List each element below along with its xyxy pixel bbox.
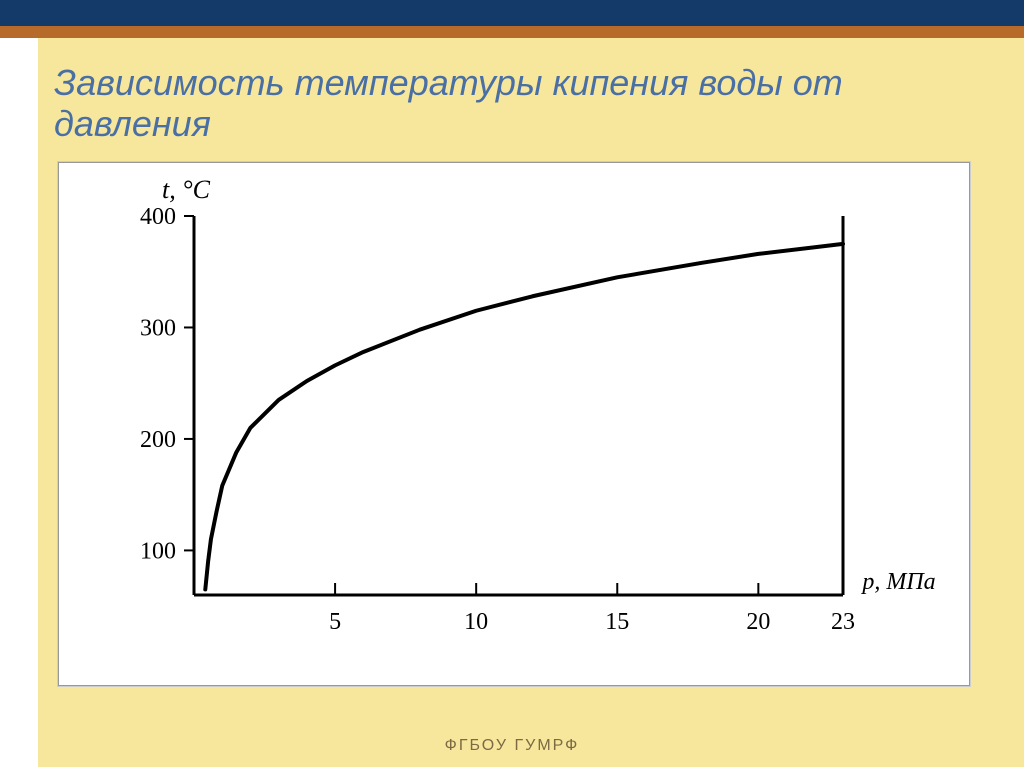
svg-text:20: 20	[746, 609, 770, 635]
svg-text:15: 15	[605, 609, 629, 635]
svg-text:400: 400	[140, 204, 176, 230]
top-navy-bar	[0, 0, 1024, 26]
svg-text:200: 200	[140, 427, 176, 453]
svg-text:5: 5	[329, 609, 341, 635]
slide: Зависимость температуры кипения воды от …	[0, 0, 1024, 767]
chart-panel: 100 200 300 400 5 10 15 20 23 t, °C p, МПа	[58, 162, 970, 686]
top-rust-bar	[0, 26, 1024, 38]
svg-text:300: 300	[140, 315, 176, 341]
footer-text: ФГБОУ ГУМРФ	[0, 737, 1024, 755]
svg-text:t, °C: t, °C	[162, 175, 211, 204]
svg-text:10: 10	[464, 609, 488, 635]
boiling-point-chart: 100 200 300 400 5 10 15 20 23 t, °C p, МПа	[59, 163, 969, 685]
svg-text:23: 23	[831, 609, 855, 635]
left-white-strip	[0, 38, 38, 767]
slide-title: Зависимость температуры кипения воды от …	[54, 62, 984, 145]
svg-text:100: 100	[140, 538, 176, 564]
svg-text:p, МПа: p, МПа	[860, 569, 935, 595]
